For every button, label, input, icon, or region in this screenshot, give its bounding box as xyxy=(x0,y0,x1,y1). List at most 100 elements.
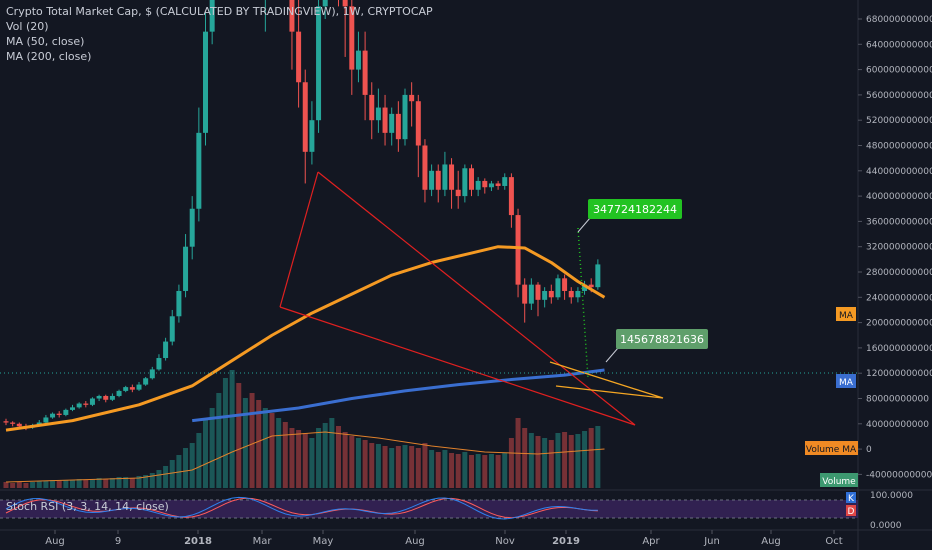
volume-bar xyxy=(183,448,189,488)
volume-bar xyxy=(495,455,501,488)
y-axis-label: 680000000000 xyxy=(866,15,932,25)
candle-body xyxy=(342,0,348,7)
candle-body xyxy=(302,82,308,152)
volume-ma-tag-box xyxy=(805,441,858,455)
candle-body xyxy=(136,384,142,390)
rsi-k-tag: K xyxy=(848,494,855,504)
rsi-axis-top: 100.0000 xyxy=(870,491,913,501)
indicator-ma50[interactable]: MA (50, close) xyxy=(6,35,85,48)
candle-body xyxy=(502,177,508,186)
volume-bar xyxy=(30,482,36,488)
volume-tag: Volume xyxy=(822,477,856,487)
volume-bar xyxy=(242,398,248,488)
candle-body xyxy=(43,417,49,423)
candle-body xyxy=(322,0,328,7)
current-callout-text: 145678821636 xyxy=(620,333,704,346)
y-axis-label: 0 xyxy=(866,445,872,455)
volume-bar xyxy=(282,422,288,488)
indicator-ma200[interactable]: MA (200, close) xyxy=(6,50,92,63)
volume-bar xyxy=(169,460,175,488)
candle-body xyxy=(129,387,135,390)
volume-bar xyxy=(555,433,561,488)
volume-bar xyxy=(462,452,468,488)
volume-bar xyxy=(442,450,448,488)
candle-body xyxy=(96,395,102,399)
y-axis-label: 480000000000 xyxy=(866,142,932,152)
candle-body xyxy=(442,164,448,190)
volume-bar xyxy=(309,438,315,488)
volume-bar xyxy=(209,408,215,488)
volume-bar xyxy=(435,452,441,488)
volume-bar xyxy=(455,454,461,488)
volume-bar xyxy=(302,433,308,488)
volume-bar xyxy=(36,481,42,488)
candle-body xyxy=(209,0,215,32)
candle-body xyxy=(196,132,202,209)
y-axis-label: 640000000000 xyxy=(866,40,932,50)
x-axis-label: 2019 xyxy=(552,536,580,547)
volume-bar xyxy=(342,432,348,488)
trendline-upper xyxy=(317,171,636,426)
volume-bar xyxy=(123,477,129,488)
candle-body xyxy=(548,290,554,298)
candle-body xyxy=(575,290,581,298)
x-axis-label: Mar xyxy=(253,536,273,547)
candle-body xyxy=(116,390,122,396)
candle-body xyxy=(289,0,295,32)
volume-bar xyxy=(229,370,235,488)
volume-bar xyxy=(422,443,428,488)
volume-bar xyxy=(582,431,588,488)
indicator-volume[interactable]: Vol (20) xyxy=(6,20,49,33)
volume-bar xyxy=(482,455,488,488)
volume-bar xyxy=(409,446,415,488)
x-axis-label: Jun xyxy=(703,536,720,547)
wedge-pattern xyxy=(549,361,664,399)
candle-body xyxy=(149,369,155,379)
candle-body xyxy=(522,284,528,304)
candle-body xyxy=(415,101,421,146)
volume-bar xyxy=(276,418,282,488)
candle-body xyxy=(402,94,408,140)
volume-bar xyxy=(116,477,122,488)
y-axis-label: 240000000000 xyxy=(866,293,932,303)
chart-title: Crypto Total Market Cap, $ (CALCULATED B… xyxy=(6,5,433,18)
volume-bar xyxy=(355,438,361,488)
volume-bar xyxy=(189,443,195,488)
volume-bar xyxy=(382,446,388,488)
volume-bar xyxy=(269,413,275,488)
volume-ma-tag: Volume MA xyxy=(806,445,857,455)
volume-bar xyxy=(56,481,62,488)
candle-body xyxy=(103,395,109,400)
volume-bar xyxy=(375,444,381,488)
x-axis-label: Apr xyxy=(642,536,660,547)
x-axis-label: Oct xyxy=(825,536,842,547)
candle-body xyxy=(76,403,82,408)
candle-body xyxy=(109,395,115,400)
candle-body xyxy=(169,316,175,342)
candle-body xyxy=(568,290,574,298)
volume-bar xyxy=(216,393,222,488)
volume-bar xyxy=(70,480,75,488)
candle-body xyxy=(176,290,182,317)
volume-bar xyxy=(196,433,202,488)
volume-bar xyxy=(389,448,395,488)
volume-bar xyxy=(103,479,109,488)
rsi-d-tag: D xyxy=(848,507,855,517)
stoch-rsi-label[interactable]: Stoch RSI (3, 3, 14, 14, close) xyxy=(6,500,169,513)
candle-body xyxy=(362,50,368,95)
volume-bar xyxy=(522,428,528,488)
candle-body xyxy=(16,423,22,427)
current-callout-box xyxy=(616,329,708,349)
y-axis-label: 600000000000 xyxy=(866,66,932,76)
candle-body xyxy=(163,341,169,359)
ma200-axis-tag: MA xyxy=(839,378,854,388)
volume-bar xyxy=(502,453,508,488)
candle-body xyxy=(70,407,75,410)
volume-bar xyxy=(262,408,268,488)
volume-bar xyxy=(236,383,242,488)
candle-body xyxy=(582,284,588,291)
volume-bar xyxy=(508,438,514,488)
target-projection xyxy=(577,227,589,379)
y-axis-label: 200000000000 xyxy=(866,319,932,329)
